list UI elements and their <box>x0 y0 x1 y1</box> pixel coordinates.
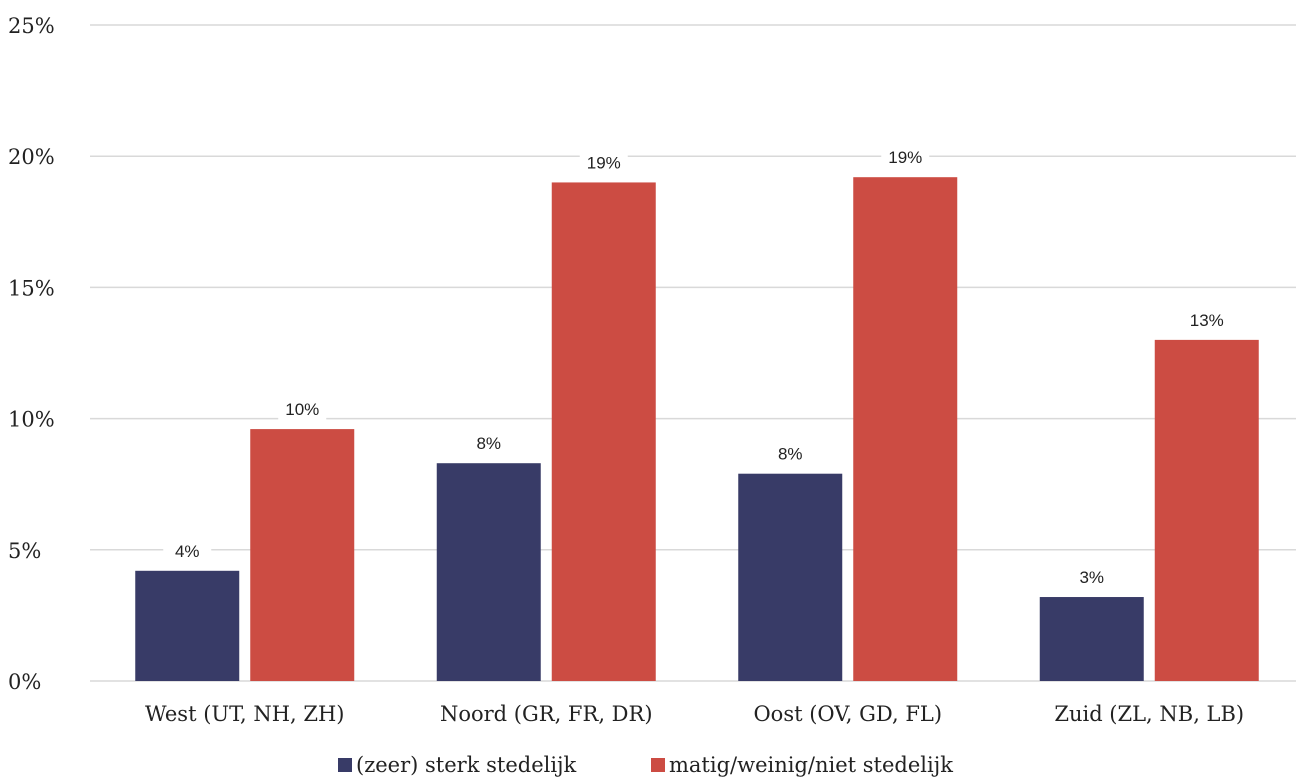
data-label: 19% <box>587 153 621 172</box>
data-label: 13% <box>1190 311 1224 330</box>
bar <box>436 463 541 681</box>
legend-swatch <box>338 758 352 772</box>
data-label: 8% <box>476 434 501 453</box>
bars <box>135 177 1259 681</box>
y-tick-label: 15% <box>8 276 55 300</box>
bar <box>738 473 843 681</box>
bar <box>551 182 656 681</box>
bar <box>250 429 355 681</box>
data-label-bg <box>464 431 513 458</box>
data-label-bg <box>1182 307 1231 334</box>
x-category-label: Zuid (ZL, NB, LB) <box>1054 702 1244 726</box>
data-label: 19% <box>888 148 922 167</box>
bar <box>135 570 240 681</box>
y-tick-label: 0% <box>8 670 41 694</box>
x-category-label: Noord (GR, FR, DR) <box>440 702 653 726</box>
y-tick-label: 10% <box>8 408 55 432</box>
x-category-label: West (UT, NH, ZH) <box>145 702 345 726</box>
data-label-bg <box>163 538 212 565</box>
bar <box>1154 339 1259 681</box>
y-axis-ticks: 0% 5% 10% 15% 20% 25% <box>8 14 55 694</box>
legend-label: (zeer) sterk stedelijk <box>356 753 577 777</box>
y-tick-label: 25% <box>8 14 55 38</box>
data-label: 10% <box>285 400 319 419</box>
x-category-label: Oost (OV, GD, FL) <box>753 702 942 726</box>
data-label-bg <box>881 145 930 172</box>
data-labels: 4% 10% 8% 19% 8% 19% 3% 13% <box>163 145 1231 592</box>
data-label: 3% <box>1079 568 1104 587</box>
legend-label: matig/weinig/niet stedelijk <box>669 753 953 777</box>
bar <box>853 177 958 681</box>
data-label: 4% <box>175 542 200 561</box>
y-tick-label: 5% <box>8 539 41 563</box>
legend: (zeer) sterk stedelijk matig/weinig/niet … <box>338 753 953 777</box>
bar <box>1039 597 1144 681</box>
y-tick-label: 20% <box>8 145 55 169</box>
data-label-bg <box>766 441 815 468</box>
data-label-bg <box>1067 565 1116 592</box>
data-label-bg <box>579 150 628 177</box>
data-label: 8% <box>778 445 803 464</box>
legend-swatch <box>651 758 665 772</box>
data-label-bg <box>278 397 327 424</box>
x-axis-categories: West (UT, NH, ZH) Noord (GR, FR, DR) Oost … <box>145 702 1244 726</box>
